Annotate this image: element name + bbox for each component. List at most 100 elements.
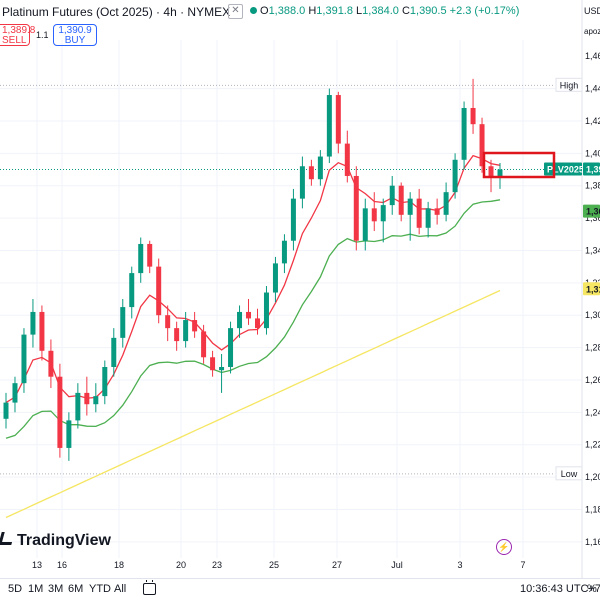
- unit-label: apoz: [584, 27, 600, 36]
- low-value: 1,384.0: [362, 5, 399, 17]
- calendar-icon[interactable]: [143, 580, 156, 595]
- candle-body: [75, 392, 81, 421]
- collapse-legend-icon[interactable]: ✕: [228, 4, 243, 19]
- time-tick-label: 3: [457, 560, 462, 570]
- symbol-title[interactable]: Platinum Futures (Oct 2025) · 4h · NYMEX: [2, 5, 231, 19]
- time-tick-label: 7: [520, 560, 525, 570]
- candle-body: [93, 396, 99, 405]
- high-value: 1,391.8: [316, 5, 353, 17]
- symbol-tag-text: PLV2025: [547, 165, 584, 175]
- candle-body: [362, 208, 368, 241]
- candle-body: [497, 169, 503, 176]
- candle-body: [246, 311, 252, 319]
- candle-body: [308, 166, 314, 180]
- low-line-label: Low: [561, 469, 578, 479]
- candle-body: [398, 185, 404, 215]
- price-tick-label: 1,34: [585, 245, 600, 255]
- candle-body: [111, 337, 117, 367]
- candle-body: [407, 198, 413, 215]
- clock-readout[interactable]: 10:36:43 UTC+7: [520, 583, 600, 595]
- time-tick-label: 20: [176, 560, 186, 570]
- time-tick-label: 25: [269, 560, 279, 570]
- high-line-label: High: [560, 80, 579, 90]
- candle-body: [344, 143, 350, 176]
- candle-body: [389, 185, 395, 206]
- time-tick-label: Jul: [391, 560, 403, 570]
- last-price-tag: [583, 162, 600, 176]
- range-6m-button[interactable]: 6M: [68, 583, 84, 595]
- candle-body: [147, 243, 153, 267]
- candle-body: [425, 208, 431, 228]
- ema-slow-tag-text: 1,31: [586, 284, 600, 294]
- range-1m-button[interactable]: 1M: [28, 583, 44, 595]
- price-tick-label: 1,36: [585, 213, 600, 223]
- candle-body: [219, 366, 225, 371]
- candle-body: [272, 263, 278, 293]
- change-value: +2.3 (+0.17%): [449, 5, 520, 17]
- range-5d-button[interactable]: 5D: [8, 583, 23, 595]
- currency-label: USD: [584, 6, 600, 16]
- candle-body: [66, 420, 72, 448]
- candle-body: [353, 175, 359, 241]
- candle-body: [156, 266, 162, 316]
- buy-button[interactable]: 1,390.9 BUY: [53, 24, 97, 46]
- ema-mid-tag: [583, 204, 600, 218]
- ema-mid-line: [5, 199, 501, 439]
- open-value: 1,388.0: [268, 5, 306, 17]
- candle-body: [48, 350, 54, 377]
- candle-body: [30, 311, 36, 335]
- price-tick-label: 1,40: [585, 148, 600, 158]
- candle-body: [326, 95, 332, 157]
- sell-price: 1,389.8: [2, 25, 36, 36]
- buy-price: 1,390.9: [58, 25, 92, 36]
- candle-body: [488, 166, 494, 176]
- candle-body: [228, 328, 234, 367]
- time-tick-label: 23: [212, 560, 222, 570]
- candle-body: [263, 292, 269, 329]
- candle-body: [281, 240, 287, 264]
- candle-body: [201, 331, 207, 358]
- price-tick-label: 1,30: [585, 310, 600, 320]
- range-all-button[interactable]: All: [114, 583, 127, 595]
- time-tick-label: 18: [114, 560, 124, 570]
- range-3m-button[interactable]: 3M: [48, 583, 64, 595]
- range-ytd-button[interactable]: YTD: [89, 583, 111, 595]
- candle-body: [210, 357, 216, 371]
- candle-body: [192, 320, 198, 332]
- sell-label: SELL: [2, 35, 27, 46]
- annotation-rectangle[interactable]: [482, 151, 556, 179]
- candle-body: [452, 159, 458, 193]
- time-tick-label: 16: [57, 560, 67, 570]
- candle-body: [443, 192, 449, 215]
- price-tick-label: 1,38: [585, 181, 600, 191]
- candle-body: [3, 402, 9, 419]
- price-tick-label: 1,44: [585, 84, 600, 94]
- candle-body: [138, 243, 144, 274]
- candle-body: [12, 383, 18, 403]
- lightning-icon[interactable]: ⚡: [496, 539, 512, 555]
- candle-body: [57, 376, 63, 448]
- candle-body: [165, 315, 171, 329]
- percent-toggle[interactable]: %: [587, 583, 597, 595]
- candle-body: [120, 307, 126, 338]
- price-tick-label: 1,22: [585, 440, 600, 450]
- spread-value: 1.1: [36, 30, 49, 40]
- sell-button[interactable]: 1,389.8 SELL: [0, 24, 36, 46]
- buy-label: BUY: [64, 35, 86, 46]
- tradingview-watermark: TradingView: [0, 532, 111, 550]
- price-tick-label: 1,42: [585, 116, 600, 126]
- bottom-toolbar: 5D 1M 3M 6M YTD All 10:36:43 UTC+7 %: [0, 578, 600, 601]
- candle-body: [416, 198, 422, 228]
- candle-body: [129, 273, 135, 308]
- candle-body: [102, 366, 108, 397]
- high-line-tag: [555, 77, 583, 92]
- ema-fast-line: [5, 154, 501, 404]
- time-tick-label: 13: [32, 560, 42, 570]
- candle-body: [254, 318, 260, 329]
- candles-layer: [3, 78, 503, 461]
- candle-body: [183, 320, 189, 342]
- candle-body: [290, 198, 296, 241]
- candle-body: [299, 166, 305, 199]
- candle-body: [335, 95, 341, 144]
